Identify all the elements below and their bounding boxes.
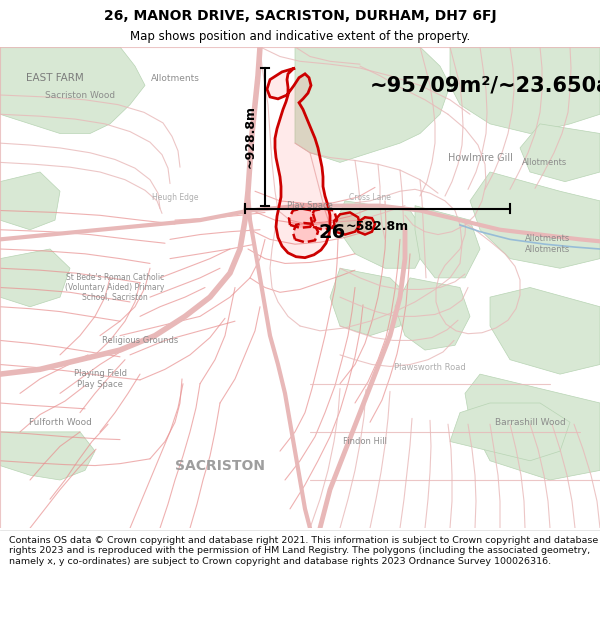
Polygon shape [289, 209, 315, 228]
Polygon shape [490, 288, 600, 374]
Text: Plawsworth Road: Plawsworth Road [394, 363, 466, 372]
Text: Contains OS data © Crown copyright and database right 2021. This information is : Contains OS data © Crown copyright and d… [9, 536, 598, 566]
Text: SACRISTON: SACRISTON [175, 459, 265, 472]
Polygon shape [267, 68, 330, 258]
Polygon shape [465, 374, 600, 480]
Polygon shape [295, 47, 450, 162]
Text: Howlmire Gill: Howlmire Gill [448, 152, 512, 162]
Text: Findon Hill: Findon Hill [343, 437, 387, 446]
Text: 26, MANOR DRIVE, SACRISTON, DURHAM, DH7 6FJ: 26, MANOR DRIVE, SACRISTON, DURHAM, DH7 … [104, 9, 496, 23]
Text: ~928.8m: ~928.8m [244, 106, 257, 168]
Text: 26: 26 [318, 223, 345, 242]
Polygon shape [358, 217, 375, 234]
Text: Allotments
Allotments: Allotments Allotments [526, 234, 571, 254]
Polygon shape [311, 209, 337, 230]
Polygon shape [395, 278, 470, 350]
Text: Sacriston Wood: Sacriston Wood [45, 91, 115, 99]
Polygon shape [0, 432, 95, 480]
Text: Play Space: Play Space [287, 201, 333, 210]
Polygon shape [0, 47, 145, 134]
Text: Playing Field
Play Space: Playing Field Play Space [74, 369, 127, 389]
Text: Cross Lane: Cross Lane [349, 194, 391, 202]
Text: St Bede's Roman Catholic
(Voluntary Aided) Primary
School, Sacriston: St Bede's Roman Catholic (Voluntary Aide… [65, 272, 164, 302]
Text: Barrashill Wood: Barrashill Wood [494, 418, 565, 427]
Text: EAST FARM: EAST FARM [26, 72, 84, 82]
Text: Allotments: Allotments [151, 74, 199, 83]
Polygon shape [0, 249, 70, 307]
Text: Allotments: Allotments [523, 158, 568, 167]
Text: ~95709m²/~23.650ac.: ~95709m²/~23.650ac. [370, 76, 600, 96]
Polygon shape [450, 403, 570, 461]
Polygon shape [293, 223, 318, 243]
Polygon shape [330, 268, 410, 336]
Text: Heugh Edge: Heugh Edge [152, 194, 198, 202]
Polygon shape [335, 201, 430, 268]
Text: Fulforth Wood: Fulforth Wood [29, 418, 91, 427]
Polygon shape [0, 172, 60, 230]
Text: ~582.8m: ~582.8m [346, 220, 409, 233]
Polygon shape [520, 124, 600, 182]
Polygon shape [470, 172, 600, 268]
Text: Map shows position and indicative extent of the property.: Map shows position and indicative extent… [130, 31, 470, 44]
Polygon shape [334, 213, 360, 234]
Polygon shape [415, 206, 480, 278]
Text: Religious Grounds: Religious Grounds [102, 336, 178, 345]
Polygon shape [450, 47, 600, 134]
